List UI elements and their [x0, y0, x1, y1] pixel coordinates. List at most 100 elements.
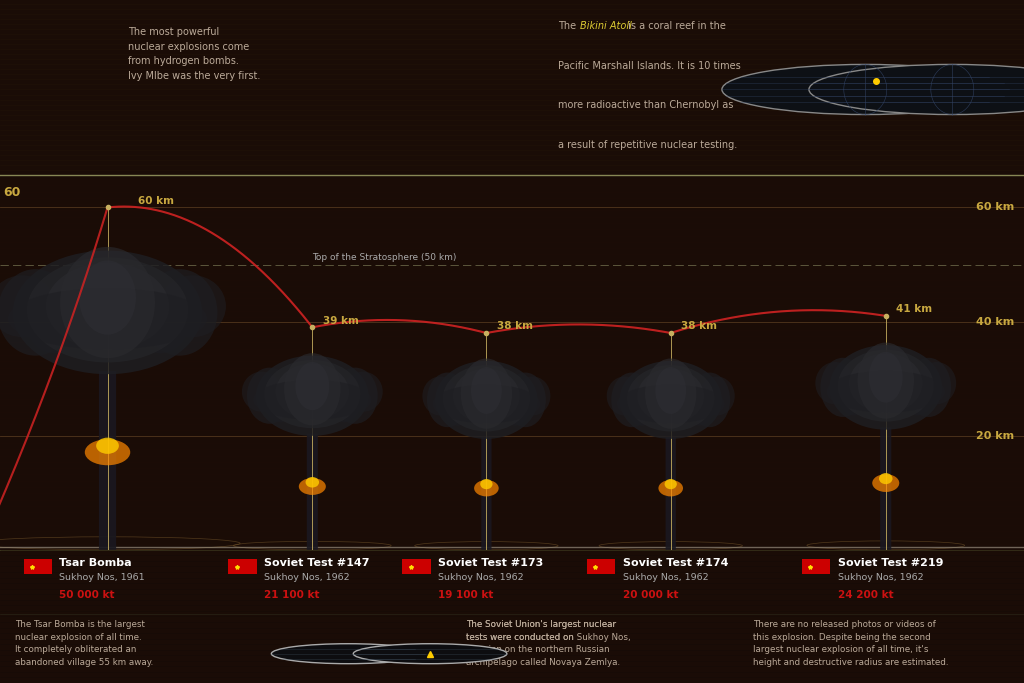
Ellipse shape: [620, 361, 722, 439]
Text: 24 200 kt: 24 200 kt: [838, 590, 893, 600]
Ellipse shape: [435, 361, 538, 439]
Ellipse shape: [872, 474, 899, 492]
Ellipse shape: [826, 370, 945, 413]
Ellipse shape: [515, 376, 551, 415]
Ellipse shape: [838, 350, 934, 421]
Ellipse shape: [247, 367, 292, 423]
Text: There are no released photos or videos of
this explosion. Despite being the seco: There are no released photos or videos o…: [753, 620, 948, 667]
Text: Sukhoy Nos, 1962: Sukhoy Nos, 1962: [264, 573, 350, 583]
Text: 21 100 kt: 21 100 kt: [264, 590, 319, 600]
Ellipse shape: [27, 257, 188, 363]
Ellipse shape: [160, 275, 226, 337]
FancyBboxPatch shape: [99, 371, 116, 550]
Text: 60 km: 60 km: [976, 202, 1014, 212]
Ellipse shape: [689, 372, 730, 427]
Text: The Soviet Union's largest nuclear
tests were conducted on: The Soviet Union's largest nuclear tests…: [466, 620, 616, 642]
Text: 60: 60: [3, 186, 20, 199]
Text: Tsar Bomba: Tsar Bomba: [59, 558, 132, 568]
Text: 20 km: 20 km: [976, 431, 1014, 441]
Ellipse shape: [820, 358, 865, 417]
Text: Sukhoy Nos, 1962: Sukhoy Nos, 1962: [623, 573, 709, 583]
Ellipse shape: [637, 369, 705, 423]
Ellipse shape: [645, 359, 696, 429]
Text: more radioactive than Chernobyl as: more radioactive than Chernobyl as: [558, 100, 733, 110]
Text: The most powerful
nuclear explosions come
from hydrogen bombs.
Ivy Mlbe was the : The most powerful nuclear explosions com…: [128, 27, 260, 81]
Ellipse shape: [422, 376, 459, 415]
Circle shape: [722, 64, 1009, 115]
Circle shape: [271, 643, 425, 664]
Ellipse shape: [275, 363, 349, 420]
Ellipse shape: [96, 438, 119, 454]
Ellipse shape: [606, 376, 643, 415]
Ellipse shape: [46, 263, 169, 350]
Ellipse shape: [299, 478, 326, 495]
Ellipse shape: [906, 358, 951, 417]
Ellipse shape: [333, 367, 378, 423]
Ellipse shape: [838, 373, 871, 415]
Ellipse shape: [305, 477, 319, 488]
Ellipse shape: [655, 367, 686, 414]
Text: 20 000 kt: 20 000 kt: [623, 590, 678, 600]
Ellipse shape: [684, 387, 715, 426]
Ellipse shape: [868, 352, 903, 402]
Ellipse shape: [284, 353, 340, 426]
Text: Top of the Stratosphere (50 km): Top of the Stratosphere (50 km): [312, 253, 457, 262]
Ellipse shape: [461, 359, 512, 429]
Text: Soviet Test #147: Soviet Test #147: [264, 558, 370, 568]
Ellipse shape: [699, 376, 735, 415]
Ellipse shape: [879, 473, 893, 484]
Bar: [228, 559, 257, 574]
Text: 50 000 kt: 50 000 kt: [59, 590, 115, 600]
Text: Soviet Test #219: Soviet Test #219: [838, 558, 943, 568]
Text: 39 km: 39 km: [323, 316, 358, 326]
Ellipse shape: [60, 247, 155, 358]
Ellipse shape: [611, 372, 652, 427]
Ellipse shape: [256, 356, 369, 436]
Text: is a coral reef in the: is a coral reef in the: [625, 21, 726, 31]
Ellipse shape: [26, 292, 83, 353]
Ellipse shape: [141, 269, 217, 356]
Ellipse shape: [327, 382, 360, 422]
Ellipse shape: [442, 387, 473, 426]
Ellipse shape: [471, 367, 502, 414]
Ellipse shape: [253, 380, 372, 420]
Text: Sukhoy Nos, 1962: Sukhoy Nos, 1962: [438, 573, 524, 583]
Text: Sukhoy Nos, 1961: Sukhoy Nos, 1961: [59, 573, 145, 583]
Ellipse shape: [264, 360, 360, 428]
Text: Bikini Atoll: Bikini Atoll: [580, 21, 632, 31]
Ellipse shape: [900, 373, 934, 415]
FancyBboxPatch shape: [307, 434, 317, 550]
Ellipse shape: [627, 387, 657, 426]
Circle shape: [809, 64, 1024, 115]
Text: 40 km: 40 km: [976, 317, 1014, 326]
Text: 41 km: 41 km: [896, 304, 932, 314]
Circle shape: [353, 643, 507, 664]
Bar: [402, 559, 431, 574]
Ellipse shape: [829, 345, 942, 430]
Ellipse shape: [132, 292, 189, 353]
Ellipse shape: [295, 362, 330, 410]
Ellipse shape: [343, 372, 383, 412]
Bar: [24, 559, 52, 574]
Text: The Soviet Union's largest nuclear
tests were conducted on Sukhoy Nos,
a region : The Soviet Union's largest nuclear tests…: [466, 620, 631, 667]
Ellipse shape: [0, 269, 74, 356]
Text: a result of repetitive nuclear testing.: a result of repetitive nuclear testing.: [558, 139, 737, 150]
Text: Soviet Test #174: Soviet Test #174: [623, 558, 728, 568]
Ellipse shape: [453, 369, 519, 423]
Ellipse shape: [8, 288, 207, 350]
Text: 19 100 kt: 19 100 kt: [438, 590, 494, 600]
Ellipse shape: [85, 439, 130, 465]
Bar: [802, 559, 830, 574]
Ellipse shape: [627, 365, 715, 432]
Ellipse shape: [505, 372, 546, 427]
Text: Pacific Marshall Islands. It is 10 times: Pacific Marshall Islands. It is 10 times: [558, 61, 740, 71]
Ellipse shape: [427, 372, 468, 427]
Ellipse shape: [432, 385, 541, 423]
Ellipse shape: [665, 479, 677, 489]
Ellipse shape: [242, 372, 282, 412]
Text: 38 km: 38 km: [681, 321, 717, 331]
Ellipse shape: [616, 385, 725, 423]
Text: 38 km: 38 km: [497, 321, 532, 331]
Ellipse shape: [264, 382, 298, 422]
Ellipse shape: [442, 365, 530, 432]
